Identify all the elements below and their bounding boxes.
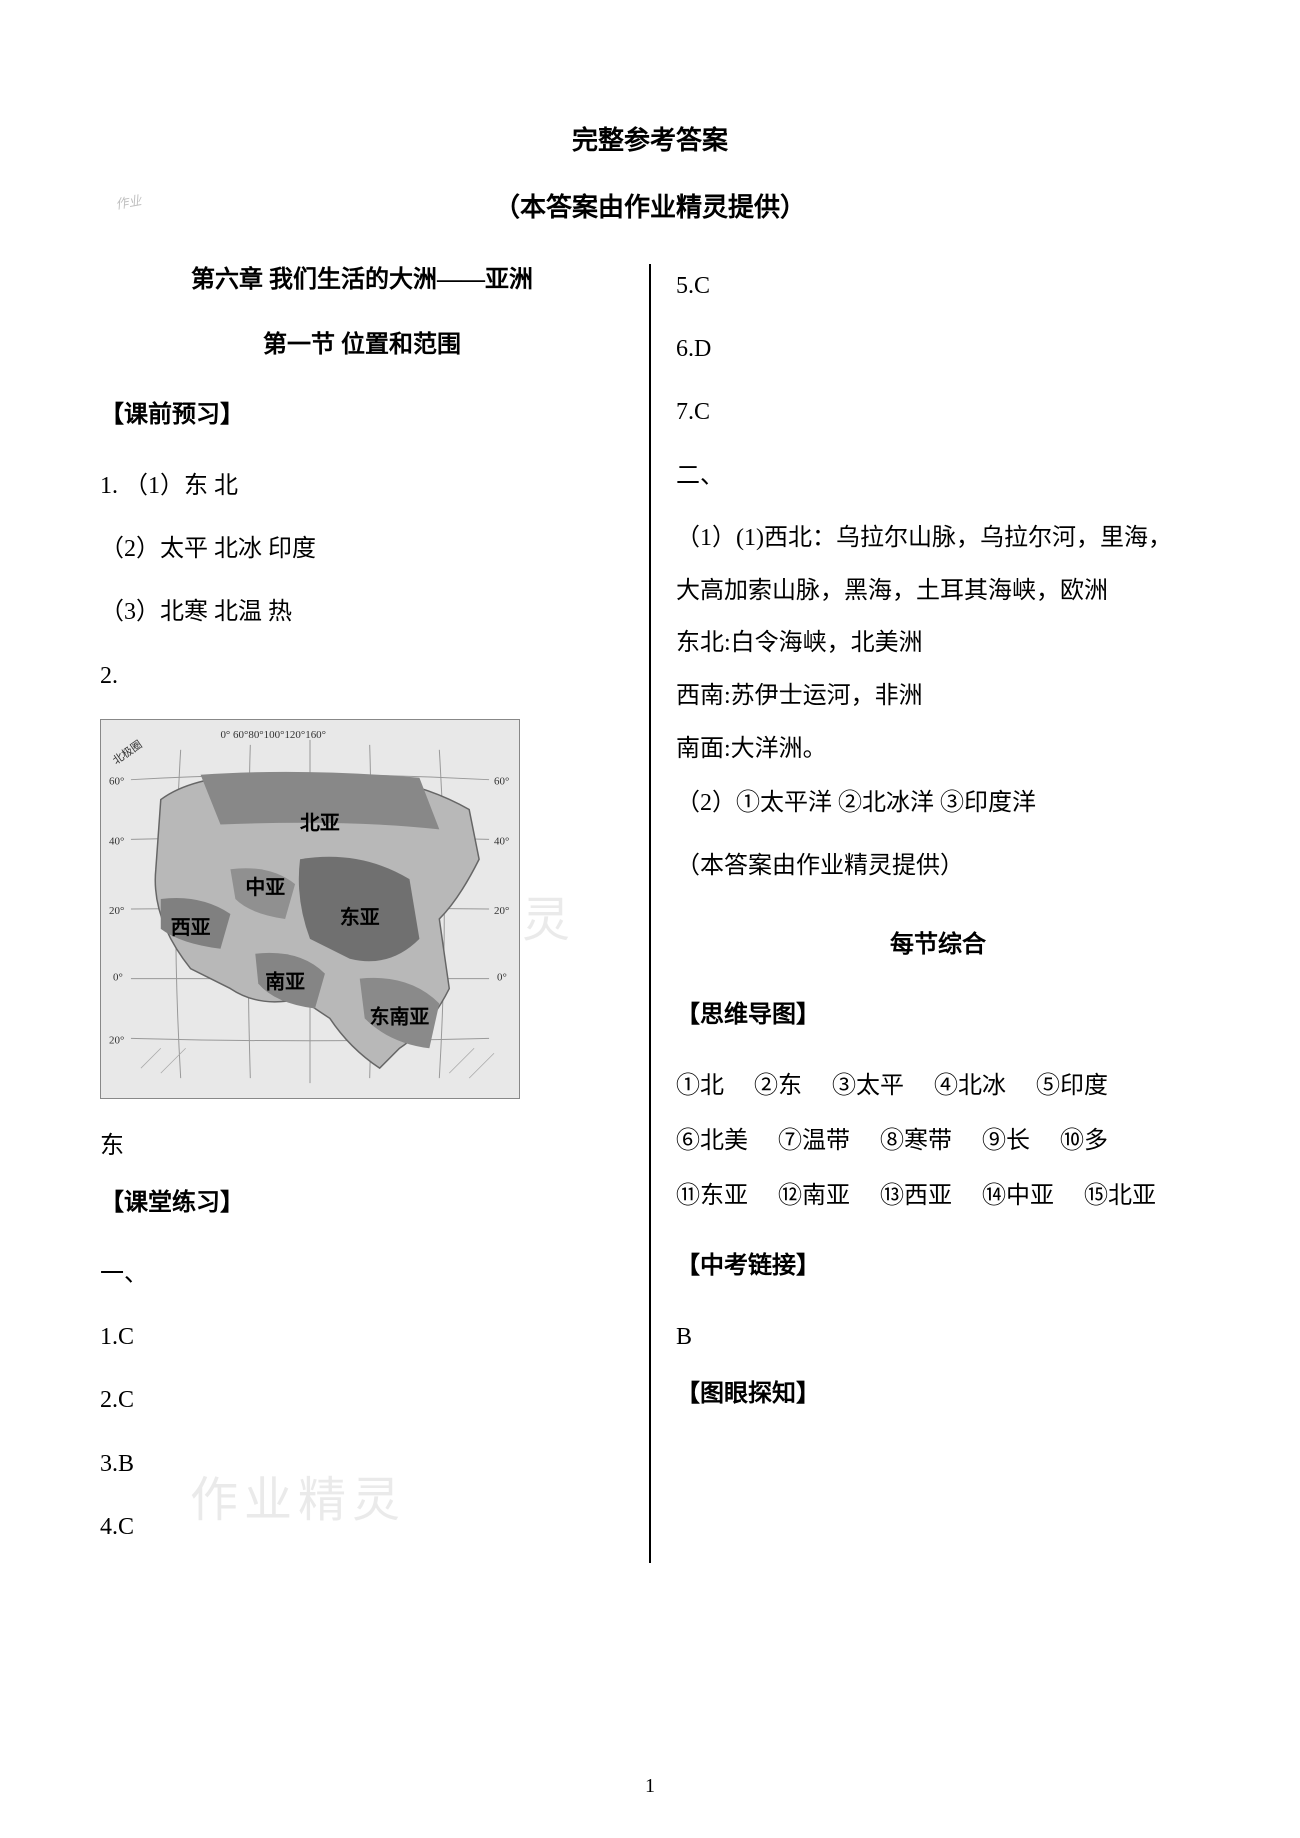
svg-text:0°: 0° xyxy=(113,971,123,983)
mindmap-item: ⑥北美 xyxy=(676,1114,748,1169)
mindmap-item: ⑮北亚 xyxy=(1084,1169,1156,1224)
svg-text:0° 60°80°100°120°160°: 0° 60°80°100°120°160° xyxy=(220,729,326,741)
answer-2: 2.C xyxy=(100,1373,624,1428)
content-container: 第六章 我们生活的大洲——亚洲 第一节 位置和范围 【课前预习】 1. （1）东… xyxy=(100,259,1200,1563)
svg-text:中亚: 中亚 xyxy=(245,876,285,899)
svg-text:东南亚: 东南亚 xyxy=(370,1005,430,1028)
right-column: 5.C 6.D 7.C 二、 （1）(1)西北：乌拉尔山脉，乌拉尔河，里海， 大… xyxy=(651,259,1200,1563)
answer-4: 4.C xyxy=(100,1500,624,1555)
q2-label: 2. xyxy=(100,649,624,704)
class-exercise-heading: 【课堂练习】 xyxy=(100,1182,624,1217)
q1-line4: 西南:苏伊士运河，非洲 xyxy=(676,670,1200,723)
mindmap-item: ⑧寒带 xyxy=(880,1114,952,1169)
mindmap-item: ⑬西亚 xyxy=(880,1169,952,1224)
q1-2: （2）太平 北冰 印度 xyxy=(100,522,624,577)
mindmap-item: ⑩多 xyxy=(1060,1114,1108,1169)
mindmap-item: ⑪东亚 xyxy=(676,1169,748,1224)
mindmap-item: ⑨长 xyxy=(982,1114,1030,1169)
asia-map: 北亚 中亚 东亚 西亚 南亚 东南亚 0° 60°80°100°120°160°… xyxy=(100,719,520,1099)
eye-explore-heading: 【图眼探知】 xyxy=(676,1373,1200,1408)
svg-text:0°: 0° xyxy=(497,971,507,983)
q2-answer: 东 xyxy=(100,1119,624,1174)
mindmap-item: ⑫南亚 xyxy=(778,1169,850,1224)
svg-text:60°: 60° xyxy=(494,775,509,787)
svg-text:西亚: 西亚 xyxy=(171,917,211,939)
chapter-title: 第六章 我们生活的大洲——亚洲 xyxy=(100,259,624,294)
q1-intro: （1）(1)西北：乌拉尔山脉，乌拉尔河，里海， xyxy=(676,512,1200,565)
section-title: 第一节 位置和范围 xyxy=(100,324,624,359)
svg-text:40°: 40° xyxy=(494,835,509,847)
q2-right: （2）①太平洋 ②北冰洋 ③印度洋 xyxy=(676,776,1200,831)
sub-title: （本答案由作业精灵提供） xyxy=(100,187,1200,224)
page-number: 1 xyxy=(645,1775,655,1798)
left-column: 第六章 我们生活的大洲——亚洲 第一节 位置和范围 【课前预习】 1. （1）东… xyxy=(100,259,649,1563)
mindmap-item: ⑭中亚 xyxy=(982,1169,1054,1224)
prestudy-heading: 【课前预习】 xyxy=(100,394,624,429)
map-svg: 北亚 中亚 东亚 西亚 南亚 东南亚 0° 60°80°100°120°160°… xyxy=(101,720,519,1098)
mindmap-heading: 【思维导图】 xyxy=(676,994,1200,1029)
answer-5: 5.C xyxy=(676,259,1200,314)
mindmap-item: ⑤印度 xyxy=(1036,1059,1108,1114)
q1-3: （3）北寒 北温 热 xyxy=(100,585,624,640)
exercise-two-label: 二、 xyxy=(676,449,1200,504)
q1-line3: 东北:白令海峡，北美洲 xyxy=(676,617,1200,670)
mindmap-item: ②东 xyxy=(754,1059,802,1114)
provided-note: （本答案由作业精灵提供） xyxy=(676,839,1200,894)
q1-1: 1. （1）东 北 xyxy=(100,459,624,514)
answer-1: 1.C xyxy=(100,1310,624,1365)
svg-text:40°: 40° xyxy=(109,835,124,847)
q1-line2: 大高加索山脉，黑海，土耳其海峡，欧洲 xyxy=(676,565,1200,618)
summary-title: 每节综合 xyxy=(676,924,1200,959)
main-title: 完整参考答案 xyxy=(100,120,1200,157)
mindmap-item: ④北冰 xyxy=(934,1059,1006,1114)
answer-7: 7.C xyxy=(676,385,1200,440)
q1-line5: 南面:大洋洲。 xyxy=(676,723,1200,776)
svg-text:20°: 20° xyxy=(494,905,509,917)
svg-text:东亚: 东亚 xyxy=(340,906,380,929)
svg-text:20°: 20° xyxy=(109,905,124,917)
exercise-one-label: 一、 xyxy=(100,1247,624,1302)
answer-3: 3.B xyxy=(100,1437,624,1492)
exam-answer: B xyxy=(676,1310,1200,1365)
svg-text:20°: 20° xyxy=(109,1034,124,1046)
svg-text:南亚: 南亚 xyxy=(265,971,305,993)
answer-6: 6.D xyxy=(676,322,1200,377)
svg-text:60°: 60° xyxy=(109,775,124,787)
exam-link-heading: 【中考链接】 xyxy=(676,1245,1200,1280)
mindmap-item: ③太平 xyxy=(832,1059,904,1114)
mindmap-item: ①北 xyxy=(676,1059,724,1114)
svg-text:北亚: 北亚 xyxy=(300,812,340,834)
mindmap-item: ⑦温带 xyxy=(778,1114,850,1169)
mindmap-items: ①北 ②东 ③太平 ④北冰 ⑤印度 ⑥北美 ⑦温带 ⑧寒带 ⑨长 ⑩多 ⑪东亚 … xyxy=(676,1059,1200,1225)
